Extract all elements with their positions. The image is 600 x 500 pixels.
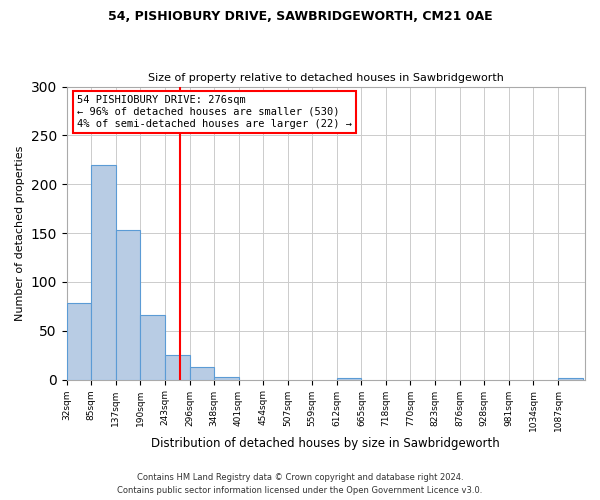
Bar [140,315,165,380]
Bar [190,367,214,380]
X-axis label: Distribution of detached houses by size in Sawbridgeworth: Distribution of detached houses by size … [151,437,500,450]
Bar [91,164,116,380]
Bar [116,230,140,380]
Bar [165,355,190,380]
Bar [214,376,239,380]
Bar [558,378,583,380]
Text: Contains HM Land Registry data © Crown copyright and database right 2024.
Contai: Contains HM Land Registry data © Crown c… [118,474,482,495]
Bar [67,304,91,380]
Y-axis label: Number of detached properties: Number of detached properties [15,146,25,321]
Bar [337,378,361,380]
Title: Size of property relative to detached houses in Sawbridgeworth: Size of property relative to detached ho… [148,73,504,83]
Text: 54, PISHIOBURY DRIVE, SAWBRIDGEWORTH, CM21 0AE: 54, PISHIOBURY DRIVE, SAWBRIDGEWORTH, CM… [107,10,493,23]
Text: 54 PISHIOBURY DRIVE: 276sqm
← 96% of detached houses are smaller (530)
4% of sem: 54 PISHIOBURY DRIVE: 276sqm ← 96% of det… [77,96,352,128]
